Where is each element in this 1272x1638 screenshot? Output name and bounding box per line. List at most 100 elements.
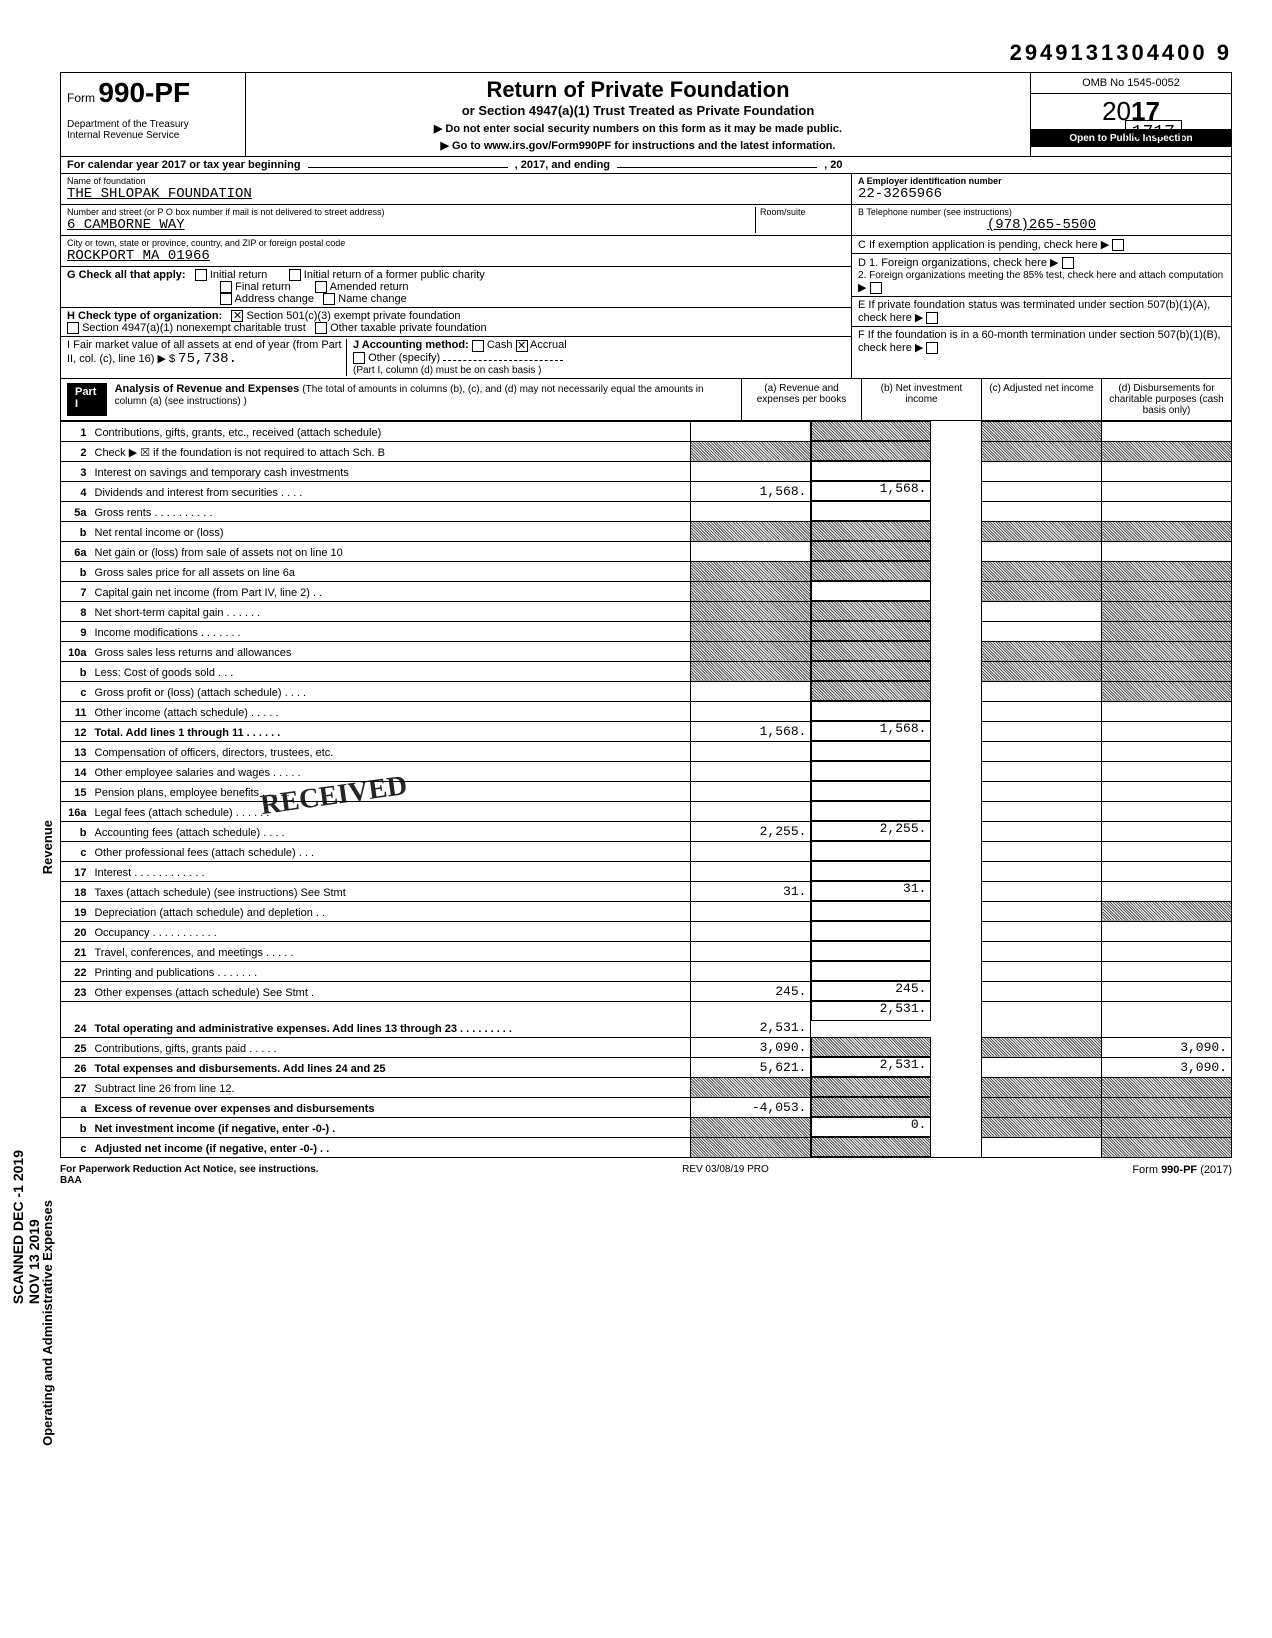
line-col-c [982,481,1102,501]
line-col-a [691,541,811,561]
j-other: Other (specify) [368,352,440,364]
line-num: b [61,821,91,841]
dept: Department of the Treasury Internal Reve… [67,119,239,141]
line-desc: Total. Add lines 1 through 11 . . . . . … [91,721,691,741]
line-col-e [1102,441,1232,461]
subtitle: or Section 4947(a)(1) Trust Treated as P… [252,103,1024,118]
h-o2: Section 4947(a)(1) nonexempt charitable … [82,322,306,334]
cb-initial[interactable] [195,269,207,281]
cb-cash[interactable] [472,340,484,352]
line-col-e [1102,681,1232,701]
line-col-e [1102,741,1232,761]
omb: OMB No 1545-0052 [1031,73,1231,94]
line-row: 4Dividends and interest from securities … [61,481,1232,501]
line-col-b [811,601,931,621]
cb-e[interactable] [926,312,938,324]
g-o6: Name change [338,293,407,305]
line-col-b: 2,255. [811,821,931,841]
warn: Do not enter social security numbers on … [252,122,1024,135]
line-num: 27 [61,1077,91,1097]
line-col-a [691,801,811,821]
line-col-a: 1,568. [691,721,811,741]
cb-amended[interactable] [315,281,327,293]
line-col-a [691,841,811,861]
cb-addrchg[interactable] [220,293,232,305]
line-col-a [691,1077,811,1097]
line-desc: Gross profit or (loss) (attach schedule)… [91,681,691,701]
cb-other[interactable] [353,352,365,364]
cal-mid: , 2017, and ending [515,159,610,171]
line-desc: Accounting fees (attach schedule) . . . … [91,821,691,841]
line-col-b [811,741,931,761]
a-label: A Employer identification number [858,176,1225,186]
scanned-date: SCANNED DEC -1 2019 [10,1150,26,1304]
cb-accrual[interactable]: ✕ [516,340,528,352]
line-desc: Contributions, gifts, grants paid . . . … [91,1037,691,1057]
line-col-c [982,841,1102,861]
line-row: bLess: Cost of goods sold . . . [61,661,1232,681]
line-col-e [1102,861,1232,881]
line-col-e [1102,621,1232,641]
line-col-c [982,901,1102,921]
line-col-a [691,441,811,461]
line-col-b [811,701,931,721]
line-col-b [811,621,931,641]
g-label: G Check all that apply: [67,269,186,281]
dln: 2949131304400 9 [60,40,1232,66]
line-col-b: 2,531. [811,1001,931,1021]
form-number: Form 990-PF [67,77,239,109]
line-col-c [982,441,1102,461]
info-grid: Name of foundation THE SHLOPAK FOUNDATIO… [60,174,1232,379]
line-col-b [811,461,931,481]
line-col-c [982,1117,1102,1137]
line-col-c [982,1057,1102,1077]
h-row: H Check type of organization: ✕ Section … [61,308,851,337]
line-col-c [982,761,1102,781]
cb-d1[interactable] [1062,257,1074,269]
line-col-a [691,521,811,541]
line-row: 24Total operating and administrative exp… [61,1001,1232,1037]
line-col-b: 2,531. [811,1057,931,1077]
line-num: 23 [61,981,91,1001]
line-row: 1Contributions, gifts, grants, etc., rec… [61,421,1232,441]
cb-c[interactable] [1112,239,1124,251]
line-desc: Interest . . . . . . . . . . . . [91,861,691,881]
cb-final[interactable] [220,281,232,293]
line-num: b [61,561,91,581]
line-col-c [982,601,1102,621]
goto: Go to www.irs.gov/Form990PF for instruct… [252,139,1024,152]
cb-d2[interactable] [870,282,882,294]
line-col-e [1102,821,1232,841]
line-num: b [61,661,91,681]
line-row: 22Printing and publications . . . . . . … [61,961,1232,981]
cb-namechg[interactable] [323,293,335,305]
line-col-a [691,701,811,721]
line-col-e [1102,1137,1232,1158]
col-c-hdr: (c) Adjusted net income [981,379,1101,420]
line-col-c [982,661,1102,681]
line-col-b [811,641,931,661]
d2-label: 2. Foreign organizations meeting the 85%… [858,270,1223,281]
cb-4947[interactable] [67,322,79,334]
info-right: A Employer identification number 22-3265… [851,174,1231,378]
line-col-b [811,1097,931,1117]
cb-f[interactable] [926,342,938,354]
cb-501c3[interactable]: ✕ [231,310,243,322]
line-num: 3 [61,461,91,481]
line-desc: Subtract line 26 from line 12. [91,1077,691,1097]
g-o4: Amended return [330,281,409,293]
footer: For Paperwork Reduction Act Notice, see … [60,1164,1232,1186]
line-desc: Check ▶ ☒ if the foundation is not requi… [91,441,691,461]
line-desc: Gross sales less returns and allowances [91,641,691,661]
line-desc: Contributions, gifts, grants, etc., rece… [91,421,691,441]
cb-former[interactable] [289,269,301,281]
form-no-bold: 990-PF [98,77,190,108]
line-row: 17Interest . . . . . . . . . . . . [61,861,1232,881]
addr-cell: Number and street (or P O box number if … [61,205,851,236]
line-row: 18Taxes (attach schedule) (see instructi… [61,881,1232,901]
cb-othertax[interactable] [315,322,327,334]
g-o2: Initial return of a former public charit… [304,269,485,281]
line-row: 20Occupancy . . . . . . . . . . . [61,921,1232,941]
line-row: 21Travel, conferences, and meetings . . … [61,941,1232,961]
line-desc: Compensation of officers, directors, tru… [91,741,691,761]
